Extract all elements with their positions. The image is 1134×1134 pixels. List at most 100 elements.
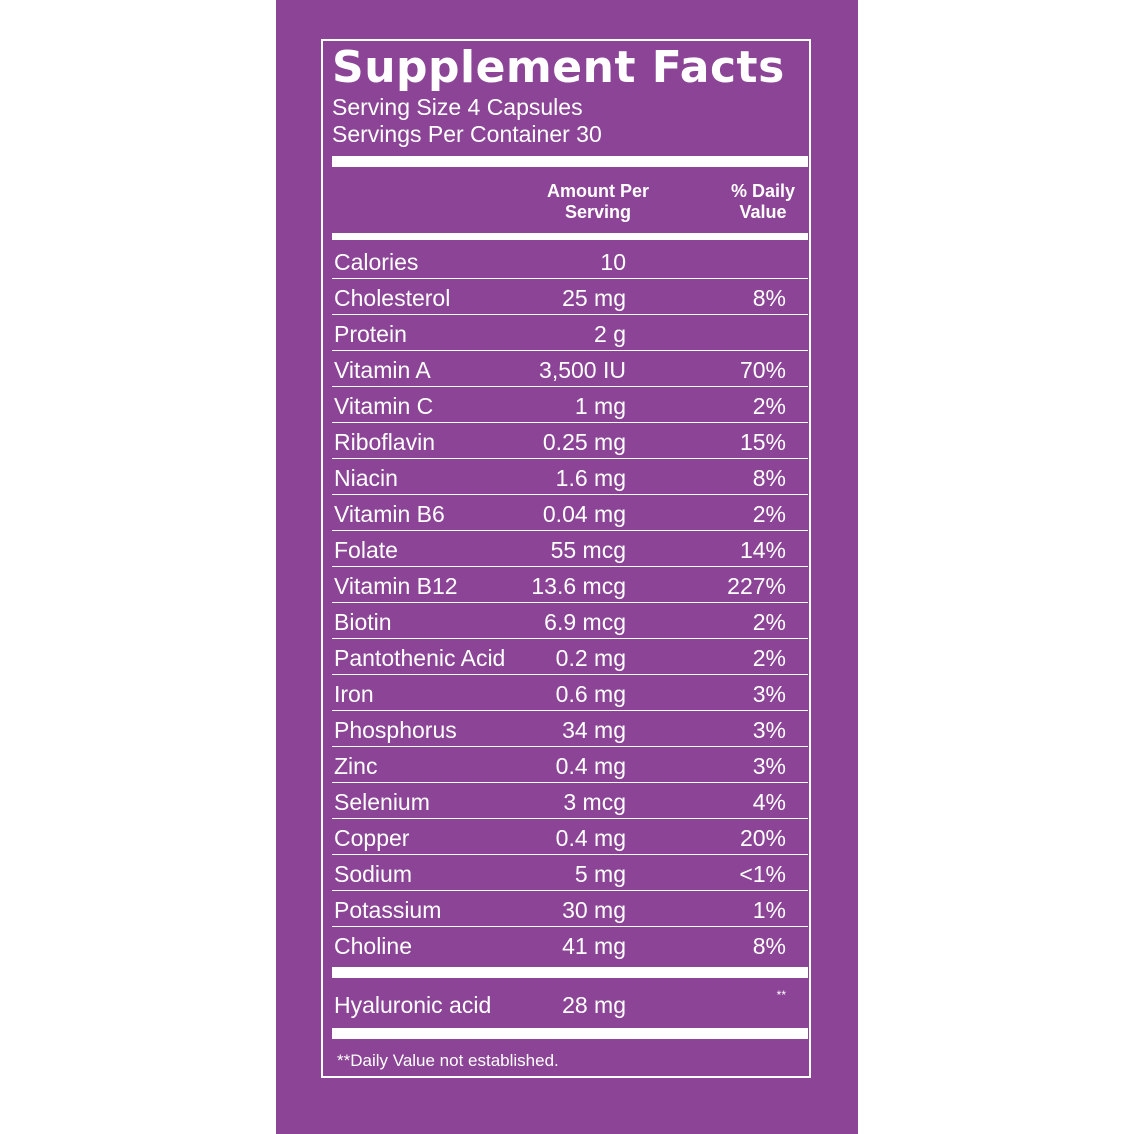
nutrient-row: Folate 55 mcg 14% <box>332 531 808 567</box>
daily-value-header: % Daily Value <box>718 181 808 223</box>
nutrient-daily-value: 4% <box>752 789 786 815</box>
nutrient-daily-value: 3% <box>752 753 786 779</box>
nutrient-row: Sodium 5 mg <1% <box>332 855 808 891</box>
nutrient-name: Choline <box>334 933 412 959</box>
serving-size: Serving Size 4 Capsules <box>332 94 583 120</box>
top-thick-bar <box>332 156 808 167</box>
nutrient-amount: 0.2 mg <box>555 645 626 671</box>
row-divider <box>332 458 808 459</box>
row-divider <box>332 386 808 387</box>
nutrient-daily-value: 15% <box>739 429 786 455</box>
row-divider <box>332 638 808 639</box>
nutrient-daily-value: 2% <box>752 645 786 671</box>
nutrient-amount: 3 mcg <box>563 789 626 815</box>
nutrient-amount: 25 mg <box>562 285 626 311</box>
nutrient-row: Calories 10 <box>332 243 808 279</box>
nutrient-daily-value: 8% <box>752 465 786 491</box>
nutrient-daily-value: 14% <box>739 537 786 563</box>
nutrient-row: Choline 41 mg 8% <box>332 927 808 963</box>
nutrient-name: Cholesterol <box>334 285 451 311</box>
nutrient-row: Vitamin C 1 mg 2% <box>332 387 808 423</box>
nutrient-row: Copper 0.4 mg 20% <box>332 819 808 855</box>
nutrient-name: Zinc <box>334 753 378 779</box>
other-ingredients-bar <box>332 967 808 978</box>
nutrient-daily-value: 1% <box>752 897 786 923</box>
nutrient-row: Zinc 0.4 mg 3% <box>332 747 808 783</box>
row-divider <box>332 890 808 891</box>
nutrient-amount: 0.4 mg <box>555 825 626 851</box>
nutrient-row: Vitamin A 3,500 IU 70% <box>332 351 808 387</box>
nutrient-name: Iron <box>334 681 374 707</box>
nutrient-name: Phosphorus <box>334 717 457 743</box>
nutrient-row: Pantothenic Acid 0.2 mg 2% <box>332 639 808 675</box>
nutrient-daily-value: 20% <box>739 825 786 851</box>
nutrient-row: Riboflavin 0.25 mg 15% <box>332 423 808 459</box>
bottom-thick-bar <box>332 1028 808 1039</box>
nutrient-row: Vitamin B12 13.6 mcg 227% <box>332 567 808 603</box>
nutrient-daily-value: 2% <box>752 609 786 635</box>
nutrient-row: Protein 2 g <box>332 315 808 351</box>
nutrient-row: Iron 0.6 mg 3% <box>332 675 808 711</box>
nutrient-name: Riboflavin <box>334 429 435 455</box>
nutrient-name: Pantothenic Acid <box>334 645 506 671</box>
nutrient-row: Phosphorus 34 mg 3% <box>332 711 808 747</box>
nutrient-name: Folate <box>334 537 398 563</box>
other-ingredient-amount: 28 mg <box>562 992 626 1018</box>
row-divider <box>332 710 808 711</box>
row-divider <box>332 530 808 531</box>
nutrient-name: Vitamin B6 <box>334 501 445 527</box>
nutrient-amount: 1.6 mg <box>555 465 626 491</box>
nutrient-name: Biotin <box>334 609 392 635</box>
label-panel <box>276 0 858 1134</box>
nutrient-amount: 2 g <box>594 321 626 347</box>
nutrient-amount: 0.25 mg <box>542 429 626 455</box>
nutrient-amount: 5 mg <box>574 861 626 887</box>
nutrient-name: Selenium <box>334 789 430 815</box>
nutrient-daily-value: 70% <box>739 357 786 383</box>
row-divider <box>332 350 808 351</box>
nutrient-name: Potassium <box>334 897 442 923</box>
nutrient-row: Potassium 30 mg 1% <box>332 891 808 927</box>
nutrient-name: Calories <box>334 249 419 275</box>
row-divider <box>332 782 808 783</box>
row-divider <box>332 278 808 279</box>
dv-header-line1: % Daily <box>730 181 796 201</box>
nutrient-amount: 13.6 mcg <box>531 573 626 599</box>
nutrient-amount: 55 mcg <box>550 537 626 563</box>
nutrient-amount: 10 <box>600 249 626 275</box>
nutrient-row: Selenium 3 mcg 4% <box>332 783 808 819</box>
row-divider <box>332 314 808 315</box>
nutrient-name: Niacin <box>334 465 398 491</box>
amount-per-serving-header: Amount Per Serving <box>533 181 663 223</box>
nutrient-amount: 30 mg <box>562 897 626 923</box>
nutrient-amount: 0.04 mg <box>542 501 626 527</box>
nutrient-name: Protein <box>334 321 407 347</box>
nutrient-row: Biotin 6.9 mcg 2% <box>332 603 808 639</box>
nutrient-daily-value: 3% <box>752 717 786 743</box>
servings-per-container: Servings Per Container 30 <box>332 121 602 147</box>
nutrient-daily-value: 227% <box>727 573 786 599</box>
nutrient-row: Vitamin B6 0.04 mg 2% <box>332 495 808 531</box>
nutrient-daily-value: 2% <box>752 393 786 419</box>
nutrient-amount: 41 mg <box>562 933 626 959</box>
row-divider <box>332 494 808 495</box>
row-divider <box>332 854 808 855</box>
nutrient-amount: 0.6 mg <box>555 681 626 707</box>
row-divider <box>332 566 808 567</box>
daily-value-footnote: **Daily Value not established. <box>337 1051 559 1070</box>
nutrient-daily-value: 8% <box>752 285 786 311</box>
nutrient-daily-value: <1% <box>739 861 786 887</box>
other-ingredient-name: Hyaluronic acid <box>334 992 492 1018</box>
row-divider <box>332 746 808 747</box>
nutrient-amount: 34 mg <box>562 717 626 743</box>
nutrient-amount: 1 mg <box>574 393 626 419</box>
row-divider <box>332 602 808 603</box>
nutrient-row: Cholesterol 25 mg 8% <box>332 279 808 315</box>
dv-header-line2: Value <box>739 202 787 222</box>
nutrient-amount: 3,500 IU <box>539 357 626 383</box>
row-divider <box>332 926 808 927</box>
nutrient-name: Copper <box>334 825 410 851</box>
row-divider <box>332 674 808 675</box>
nutrient-name: Vitamin A <box>334 357 431 383</box>
supplement-facts-label: Supplement Facts Serving Size 4 Capsules… <box>321 39 811 1078</box>
